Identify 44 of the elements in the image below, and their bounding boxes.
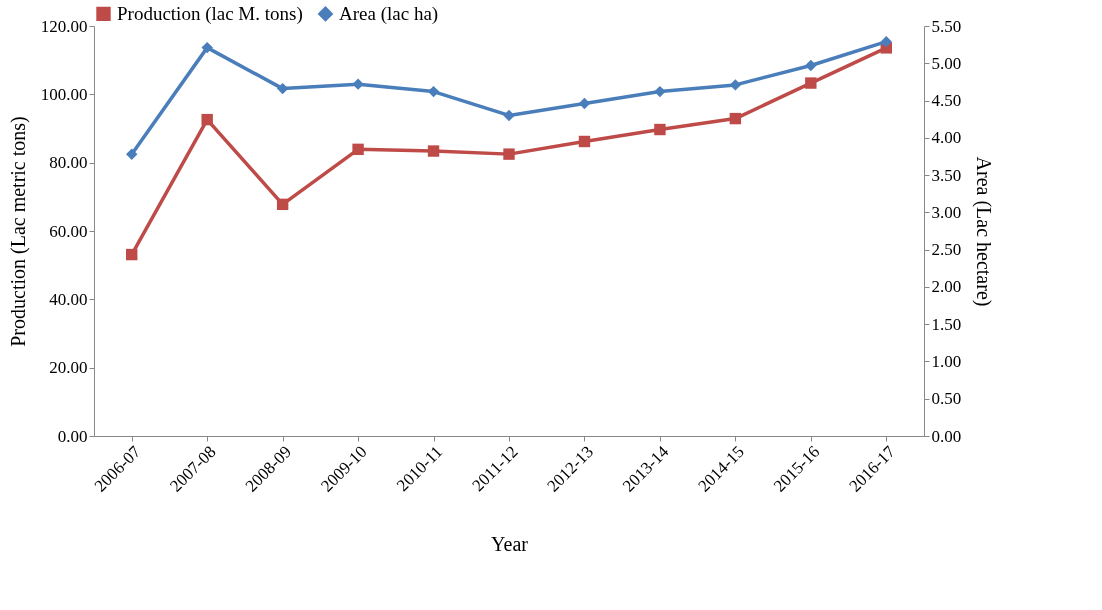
point bbox=[503, 109, 515, 122]
legend-label: Production (lac M. tons) bbox=[117, 2, 303, 25]
y2-tick-label: 0.50 bbox=[931, 389, 962, 409]
point bbox=[729, 112, 742, 125]
point bbox=[578, 97, 591, 110]
point bbox=[880, 35, 892, 48]
y2-axis-title: Area (Lac hectare) bbox=[972, 156, 996, 307]
point bbox=[126, 248, 138, 261]
point bbox=[427, 85, 440, 98]
point bbox=[352, 143, 364, 156]
y-tick-label: 120.00 bbox=[40, 16, 88, 36]
y-tick-label: 80.00 bbox=[49, 153, 88, 173]
y2-tick-label: 4.00 bbox=[931, 128, 962, 148]
point bbox=[276, 198, 289, 211]
y-tick-label: 0.00 bbox=[57, 426, 88, 446]
point bbox=[126, 148, 138, 160]
y2-tick-label: 2.00 bbox=[931, 277, 962, 297]
y-tick-label: 20.00 bbox=[49, 358, 88, 378]
y2-tick-label: 1.50 bbox=[931, 314, 962, 334]
point bbox=[729, 79, 742, 91]
y2-tick-label: 2.50 bbox=[931, 240, 962, 260]
y2-tick-label: 3.50 bbox=[931, 165, 962, 185]
y2-tick-label: 3.00 bbox=[931, 202, 962, 222]
point bbox=[578, 135, 591, 148]
y-axis-title: Production (Lac metric tons) bbox=[6, 116, 30, 347]
y-tick-label: 100.00 bbox=[40, 84, 88, 104]
x-axis-title: Year bbox=[491, 532, 529, 555]
point bbox=[805, 59, 817, 72]
point bbox=[805, 77, 817, 89]
point bbox=[352, 78, 364, 90]
y2-tick-label: 5.00 bbox=[931, 53, 962, 73]
y2-tick-label: 1.00 bbox=[931, 351, 962, 371]
y2-tick-label: 0.00 bbox=[931, 426, 962, 446]
legend-label: Area (lac ha) bbox=[339, 2, 439, 25]
y2-tick-label: 4.50 bbox=[931, 91, 962, 111]
y2-tick-label: 5.50 bbox=[931, 16, 962, 36]
point bbox=[201, 41, 213, 54]
y-tick-label: 40.00 bbox=[49, 289, 88, 309]
point bbox=[654, 123, 666, 136]
y-tick-label: 60.00 bbox=[49, 221, 88, 241]
point bbox=[427, 145, 440, 157]
point bbox=[654, 85, 666, 98]
point bbox=[201, 113, 213, 126]
point bbox=[503, 148, 515, 160]
